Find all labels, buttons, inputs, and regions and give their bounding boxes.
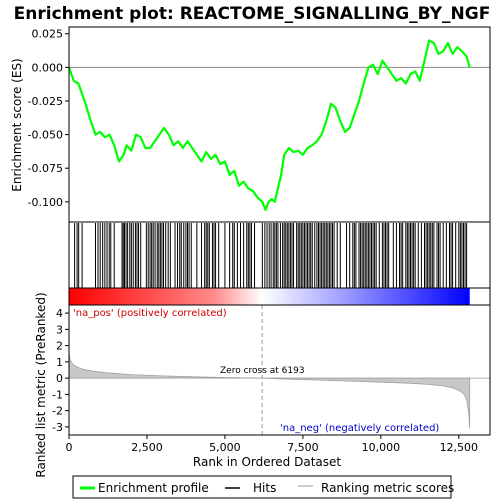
metric-y-tick-label: 1 [56,356,63,369]
metric-y-tick-label: 0 [56,372,63,385]
x-tick-label: 7,500 [287,441,319,454]
negative-correlation-label: 'na_neg' (negatively correlated) [280,423,439,434]
enrichment-profile-line [67,39,471,211]
es-y-tick-label: -0.100 [28,196,63,209]
chart-title: Enrichment plot: REACTOME_SIGNALLING_BY_… [14,4,491,24]
es-y-tick-label: 0.025 [32,28,64,41]
es-y-tick-label: -0.025 [28,95,63,108]
legend-label-enrichment: Enrichment profile [98,481,209,495]
ranking-metric-area [68,352,471,429]
x-axis-label: Rank in Ordered Dataset [193,455,341,469]
es-panel: 0.025 0.000 -0.025 -0.050 -0.075 -0.100 [28,26,491,223]
es-plot-area [69,27,490,222]
es-y-tick-label: 0.000 [32,61,64,74]
legend-label-hits: Hits [253,481,276,495]
metric-plot-area [69,305,490,435]
metric-y-tick-label: 2 [56,340,63,353]
zero-cross-label: Zero cross at 6193 [220,366,305,376]
metric-y-tick-label: 4 [56,307,63,320]
x-tick-label: 10,000 [362,441,401,454]
es-y-tick-label: -0.075 [28,162,63,175]
hits-panel [68,221,491,306]
metric-y-tick-label: -1 [52,388,63,401]
ranking-heatmap [69,288,470,305]
metric-y-tick-label: -3 [52,421,63,434]
legend-label-metric: Ranking metric scores [321,481,454,495]
hits-area [69,222,490,288]
metric-y-tick-label: 3 [56,323,63,336]
metric-frame [68,304,491,436]
metric-y-axis-label: Ranked list metric (PreRanked) [34,292,48,477]
es-y-tick-label: -0.050 [28,129,63,142]
x-tick-label: 2,500 [131,441,163,454]
x-tick-label: 0 [66,441,73,454]
metric-y-tick-label: -2 [52,405,63,418]
positive-correlation-label: 'na_pos' (positively correlated) [73,308,227,319]
legend: Enrichment profile Hits Ranking metric s… [72,475,454,499]
x-tick-label: 12,500 [440,441,479,454]
legend-box [72,475,452,499]
x-tick-label: 5,000 [209,441,241,454]
es-y-axis-label: Enrichment score (ES) [10,58,24,191]
